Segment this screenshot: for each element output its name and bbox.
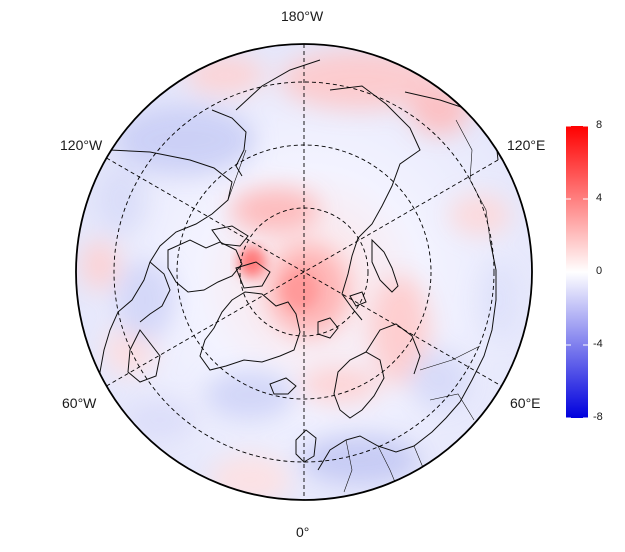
colorbar-label-4: 4 bbox=[596, 192, 603, 204]
colorbar-ticks bbox=[566, 125, 588, 419]
colorbar-label-0: 0 bbox=[596, 265, 603, 277]
lon-label-180w: 180°W bbox=[281, 8, 324, 24]
lon-label-60e: 60°E bbox=[510, 395, 541, 411]
north-america-coastline bbox=[95, 149, 233, 396]
lon-label-60w: 60°W bbox=[62, 395, 97, 411]
colorbar-label-8: 8 bbox=[596, 119, 603, 131]
canadian-archipelago bbox=[167, 239, 243, 293]
lon-label-0: 0° bbox=[296, 524, 310, 540]
eurasia-arctic-coastline bbox=[329, 85, 421, 321]
colorbar-label-neg8: -8 bbox=[593, 411, 603, 423]
anomaly-field bbox=[76, 44, 532, 500]
lon-label-120e: 120°E bbox=[507, 137, 546, 153]
lon-label-120w: 120°W bbox=[60, 137, 103, 153]
greenland-coastline bbox=[199, 291, 301, 371]
coastlines bbox=[95, 59, 499, 471]
alaska-coastline bbox=[211, 109, 247, 177]
colorbar bbox=[566, 126, 588, 418]
graticule bbox=[106, 44, 502, 500]
colorbar-label-neg4: -4 bbox=[593, 338, 603, 350]
map-boundary bbox=[75, 43, 533, 501]
scandinavia-coastline bbox=[333, 351, 385, 419]
